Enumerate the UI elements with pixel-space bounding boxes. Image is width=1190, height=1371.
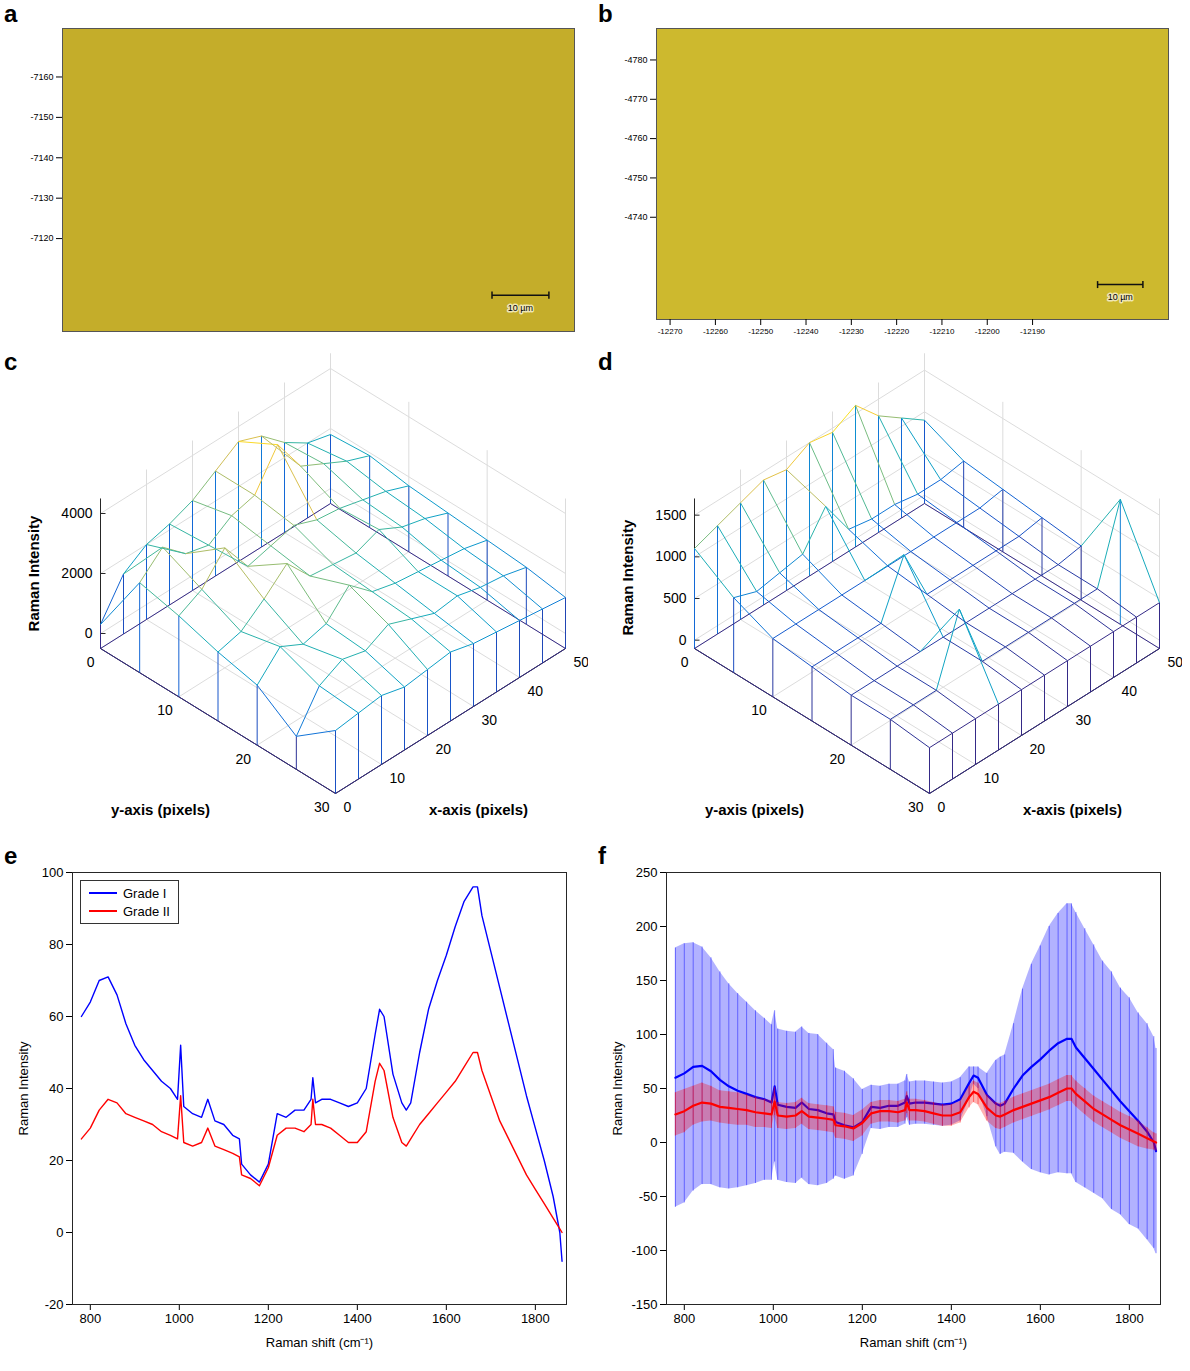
svg-text:0: 0 — [679, 632, 687, 648]
svg-text:800: 800 — [673, 1311, 695, 1326]
svg-text:800: 800 — [79, 1311, 101, 1326]
svg-text:-12190: -12190 — [1020, 327, 1045, 336]
svg-text:x-axis (pixels): x-axis (pixels) — [1023, 801, 1122, 818]
svg-text:10 µm: 10 µm — [508, 303, 533, 313]
svg-text:1600: 1600 — [1026, 1311, 1055, 1326]
svg-text:1400: 1400 — [343, 1311, 372, 1326]
svg-text:Raman Intensity: Raman Intensity — [16, 1041, 31, 1135]
svg-text:-4770: -4770 — [624, 94, 647, 104]
svg-text:10: 10 — [751, 702, 767, 718]
html-text:Grade II: Grade II — [123, 903, 170, 919]
svg-text:-12260: -12260 — [703, 327, 728, 336]
html-text:f: f — [598, 842, 606, 869]
svg-text:10 µm: 10 µm — [1108, 292, 1133, 302]
svg-text:-12210: -12210 — [929, 327, 954, 336]
svg-text:20: 20 — [1030, 741, 1046, 757]
svg-text:0: 0 — [938, 799, 946, 815]
svg-text:-7140: -7140 — [30, 153, 53, 163]
svg-text:1000: 1000 — [165, 1311, 194, 1326]
svg-text:-7120: -7120 — [30, 233, 53, 243]
html-text:d: d — [598, 348, 613, 375]
svg-text:1800: 1800 — [521, 1311, 550, 1326]
svg-text:20: 20 — [49, 1153, 63, 1168]
svg-text:100: 100 — [636, 1027, 658, 1042]
svg-text:1600: 1600 — [432, 1311, 461, 1326]
svg-text:1200: 1200 — [254, 1311, 283, 1326]
svg-text:-7130: -7130 — [30, 193, 53, 203]
svg-text:50: 50 — [574, 654, 589, 670]
svg-text:60: 60 — [49, 1009, 63, 1024]
svg-text:-12220: -12220 — [884, 327, 909, 336]
svg-text:-4760: -4760 — [624, 133, 647, 143]
svg-text:-4740: -4740 — [624, 212, 647, 222]
svg-text:Raman Intensity: Raman Intensity — [610, 1041, 625, 1135]
svg-text:1500: 1500 — [655, 507, 686, 523]
svg-text:Raman Intensity: Raman Intensity — [619, 519, 636, 636]
svg-text:0: 0 — [681, 654, 689, 670]
svg-text:0: 0 — [85, 625, 93, 641]
svg-text:0: 0 — [650, 1135, 657, 1150]
svg-text:1200: 1200 — [848, 1311, 877, 1326]
svg-text:20: 20 — [236, 751, 252, 767]
html-text:c: c — [4, 348, 18, 375]
svg-text:40: 40 — [1122, 683, 1138, 699]
svg-text:1800: 1800 — [1115, 1311, 1144, 1326]
svg-text:x-axis (pixels): x-axis (pixels) — [429, 801, 528, 818]
svg-text:-7160: -7160 — [30, 72, 53, 82]
svg-text:4000: 4000 — [61, 505, 92, 521]
svg-text:10: 10 — [984, 770, 1000, 786]
svg-text:2000: 2000 — [61, 565, 92, 581]
svg-text:10: 10 — [157, 702, 173, 718]
svg-text:40: 40 — [528, 683, 544, 699]
svg-text:20: 20 — [830, 751, 846, 767]
svg-text:1400: 1400 — [937, 1311, 966, 1326]
html-text:a: a — [4, 0, 18, 27]
svg-text:-12200: -12200 — [975, 327, 1000, 336]
svg-text:50: 50 — [1168, 654, 1183, 670]
svg-text:40: 40 — [49, 1081, 63, 1096]
svg-text:y-axis (pixels): y-axis (pixels) — [111, 801, 210, 818]
svg-text:200: 200 — [636, 919, 658, 934]
svg-text:30: 30 — [314, 799, 330, 815]
svg-text:100: 100 — [42, 865, 64, 880]
svg-text:Raman shift (cm⁻¹): Raman shift (cm⁻¹) — [266, 1335, 373, 1350]
svg-text:50: 50 — [643, 1081, 657, 1096]
svg-text:Raman Intensity: Raman Intensity — [25, 515, 42, 632]
svg-text:1000: 1000 — [655, 548, 686, 564]
svg-text:-12240: -12240 — [794, 327, 819, 336]
svg-text:-100: -100 — [631, 1243, 657, 1258]
svg-text:-150: -150 — [631, 1297, 657, 1312]
svg-text:20: 20 — [436, 741, 452, 757]
svg-text:10: 10 — [390, 770, 406, 786]
svg-text:30: 30 — [908, 799, 924, 815]
svg-text:-20: -20 — [45, 1297, 64, 1312]
html-text:e: e — [4, 842, 18, 869]
svg-text:-12230: -12230 — [839, 327, 864, 336]
svg-text:30: 30 — [482, 712, 498, 728]
svg-text:80: 80 — [49, 937, 63, 952]
svg-text:y-axis (pixels): y-axis (pixels) — [705, 801, 804, 818]
svg-text:Raman shift (cm⁻¹): Raman shift (cm⁻¹) — [860, 1335, 967, 1350]
svg-text:-12270: -12270 — [658, 327, 683, 336]
svg-text:0: 0 — [87, 654, 95, 670]
html-text:Grade I: Grade I — [123, 885, 167, 901]
svg-text:0: 0 — [56, 1225, 63, 1240]
svg-text:-4780: -4780 — [624, 55, 647, 65]
svg-text:-7150: -7150 — [30, 112, 53, 122]
svg-text:250: 250 — [636, 865, 658, 880]
svg-text:-50: -50 — [639, 1189, 658, 1204]
svg-text:30: 30 — [1076, 712, 1092, 728]
svg-text:0: 0 — [344, 799, 352, 815]
svg-text:-4750: -4750 — [624, 173, 647, 183]
svg-text:150: 150 — [636, 973, 658, 988]
html-text:b: b — [598, 0, 613, 27]
svg-text:1000: 1000 — [759, 1311, 788, 1326]
svg-text:500: 500 — [663, 590, 687, 606]
svg-text:-12250: -12250 — [748, 327, 773, 336]
